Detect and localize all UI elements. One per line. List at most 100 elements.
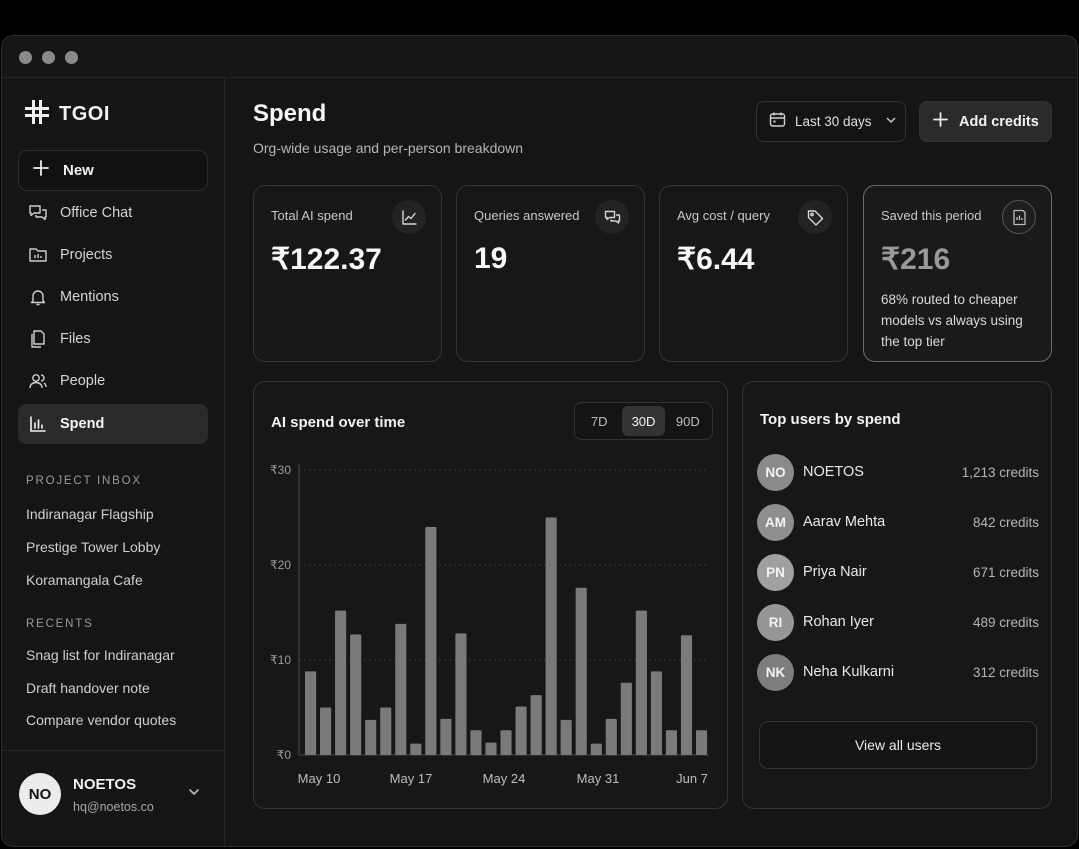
recents-heading: RECENTS <box>26 618 94 630</box>
stat-value: ₹122.37 <box>271 243 382 276</box>
sidebar-item-label: Spend <box>60 416 105 432</box>
sidebar-item-label: Mentions <box>60 289 119 305</box>
add-credits-button[interactable]: Add credits <box>919 101 1052 142</box>
brand-name: TGOI <box>59 102 110 125</box>
minimize-window-dot[interactable] <box>42 51 55 64</box>
chart-bar[interactable] <box>695 730 708 755</box>
stat-card-queries: Queries answered 19 <box>456 185 645 362</box>
chart-bar[interactable] <box>350 634 362 755</box>
maximize-window-dot[interactable] <box>65 51 78 64</box>
user-row[interactable]: NO NOETOS 1,213 credits <box>757 454 1039 492</box>
user-credits: 489 credits <box>972 615 1039 630</box>
top-users-card: Top users by spend NO NOETOS 1,213 credi… <box>742 381 1052 809</box>
sidebar-item-projects[interactable]: Projects <box>18 235 208 275</box>
chart-bar[interactable] <box>575 587 587 755</box>
sidebar-item-files[interactable]: Files <box>18 319 208 359</box>
new-button[interactable]: New <box>18 150 208 191</box>
chart-bar[interactable] <box>425 527 437 755</box>
y-tick-label: ₹0 <box>277 748 292 762</box>
stat-label: Queries answered <box>474 208 580 223</box>
close-window-dot[interactable] <box>19 51 32 64</box>
avatar: RI <box>757 604 794 641</box>
x-tick-label: May 10 <box>298 771 341 786</box>
brand[interactable]: TGOI <box>25 99 110 127</box>
project-inbox-heading: PROJECT INBOX <box>26 475 142 487</box>
chart-bar[interactable] <box>485 742 497 755</box>
chart-bar[interactable] <box>650 671 662 755</box>
chart-bar[interactable] <box>680 635 693 755</box>
sidebar-item-label: People <box>60 373 106 389</box>
view-all-users-button[interactable]: View all users <box>759 721 1037 769</box>
date-range-select[interactable]: Last 30 days <box>756 101 906 142</box>
plus-icon <box>33 160 49 181</box>
project-inbox-item[interactable]: Indiranagar Flagship <box>26 506 154 522</box>
chat-icon <box>28 203 48 223</box>
receipt-icon <box>1002 200 1036 234</box>
page-title: Spend <box>253 100 327 127</box>
x-tick-label: May 17 <box>390 771 433 786</box>
user-credits: 671 credits <box>972 565 1039 580</box>
chart-bar[interactable] <box>395 623 407 755</box>
x-tick-label: May 24 <box>483 771 526 786</box>
user-credits: 1,213 credits <box>961 465 1039 480</box>
chart-bar[interactable] <box>365 719 377 755</box>
chart-bar[interactable] <box>335 610 347 755</box>
chart-bar[interactable] <box>515 706 527 755</box>
chart-bar[interactable] <box>590 743 602 755</box>
chart-bar[interactable] <box>665 730 678 755</box>
files-icon <box>28 329 48 349</box>
user-row[interactable]: PN Priya Nair 671 credits <box>757 554 1039 592</box>
user-account[interactable]: NO NOETOS hq@noetos.co <box>2 750 225 846</box>
range-30d-button[interactable]: 30D <box>622 406 665 436</box>
chart-bar[interactable] <box>470 730 482 755</box>
sidebar-item-mentions[interactable]: Mentions <box>18 277 208 317</box>
range-7d-button[interactable]: 7D <box>590 413 608 429</box>
y-tick-label: ₹10 <box>270 653 291 667</box>
chart-bar[interactable] <box>320 707 332 756</box>
x-tick-label: May 31 <box>577 771 620 786</box>
user-credits: 842 credits <box>972 515 1039 530</box>
sidebar-item-office-chat[interactable]: Office Chat <box>18 193 208 233</box>
chart-bar[interactable] <box>530 695 542 755</box>
page-subtitle: Org-wide usage and per-person breakdown <box>253 140 524 156</box>
user-row[interactable]: NK Neha Kulkarni 312 credits <box>757 654 1039 692</box>
chart-bar[interactable] <box>545 517 557 756</box>
user-row[interactable]: AM Aarav Mehta 842 credits <box>757 504 1039 542</box>
chart-bar[interactable] <box>620 682 632 755</box>
sidebar-item-label: Projects <box>60 247 113 263</box>
stat-label: Avg cost / query <box>677 208 770 223</box>
avatar: NO <box>19 773 61 815</box>
chart-bar[interactable] <box>605 718 617 755</box>
folder-icon <box>28 245 48 265</box>
user-credits: 312 credits <box>972 665 1039 680</box>
stat-value: 19 <box>474 242 508 275</box>
stat-label: Total AI spend <box>271 208 353 223</box>
sidebar-item-label: Files <box>60 331 91 347</box>
recent-item[interactable]: Snag list for Indiranagar <box>26 647 175 663</box>
chart-bar[interactable] <box>635 610 647 755</box>
sidebar-item-spend[interactable]: Spend <box>18 404 208 444</box>
sidebar-item-people[interactable]: People <box>18 361 208 401</box>
chart-bar[interactable] <box>410 743 422 755</box>
project-inbox-item[interactable]: Koramangala Cafe <box>26 572 143 588</box>
chart-bar[interactable] <box>305 671 317 755</box>
x-tick-label: Jun 7 <box>676 771 708 786</box>
project-inbox-item[interactable]: Prestige Tower Lobby <box>26 539 161 555</box>
chart-bar[interactable] <box>560 719 572 755</box>
user-name: Neha Kulkarni <box>803 664 895 680</box>
plus-icon <box>933 111 948 132</box>
recent-item[interactable]: Compare vendor quotes <box>26 712 177 728</box>
y-tick-label: ₹30 <box>270 463 291 477</box>
user-row[interactable]: RI Rohan Iyer 489 credits <box>757 604 1039 642</box>
range-90d-button[interactable]: 90D <box>675 413 700 429</box>
stat-card-avg-cost: Avg cost / query ₹6.44 <box>659 185 848 362</box>
stat-card-saved: Saved this period ₹216 68% routed to che… <box>863 185 1052 362</box>
date-range-label: Last 30 days <box>795 114 872 129</box>
chevron-down-icon[interactable] <box>187 785 201 804</box>
chart-bar[interactable] <box>455 633 467 755</box>
recent-item[interactable]: Draft handover note <box>26 680 150 696</box>
chart-bar[interactable] <box>380 707 392 756</box>
user-name: NOETOS <box>73 776 137 793</box>
chart-bar[interactable] <box>440 718 452 755</box>
chart-bar[interactable] <box>500 730 512 755</box>
